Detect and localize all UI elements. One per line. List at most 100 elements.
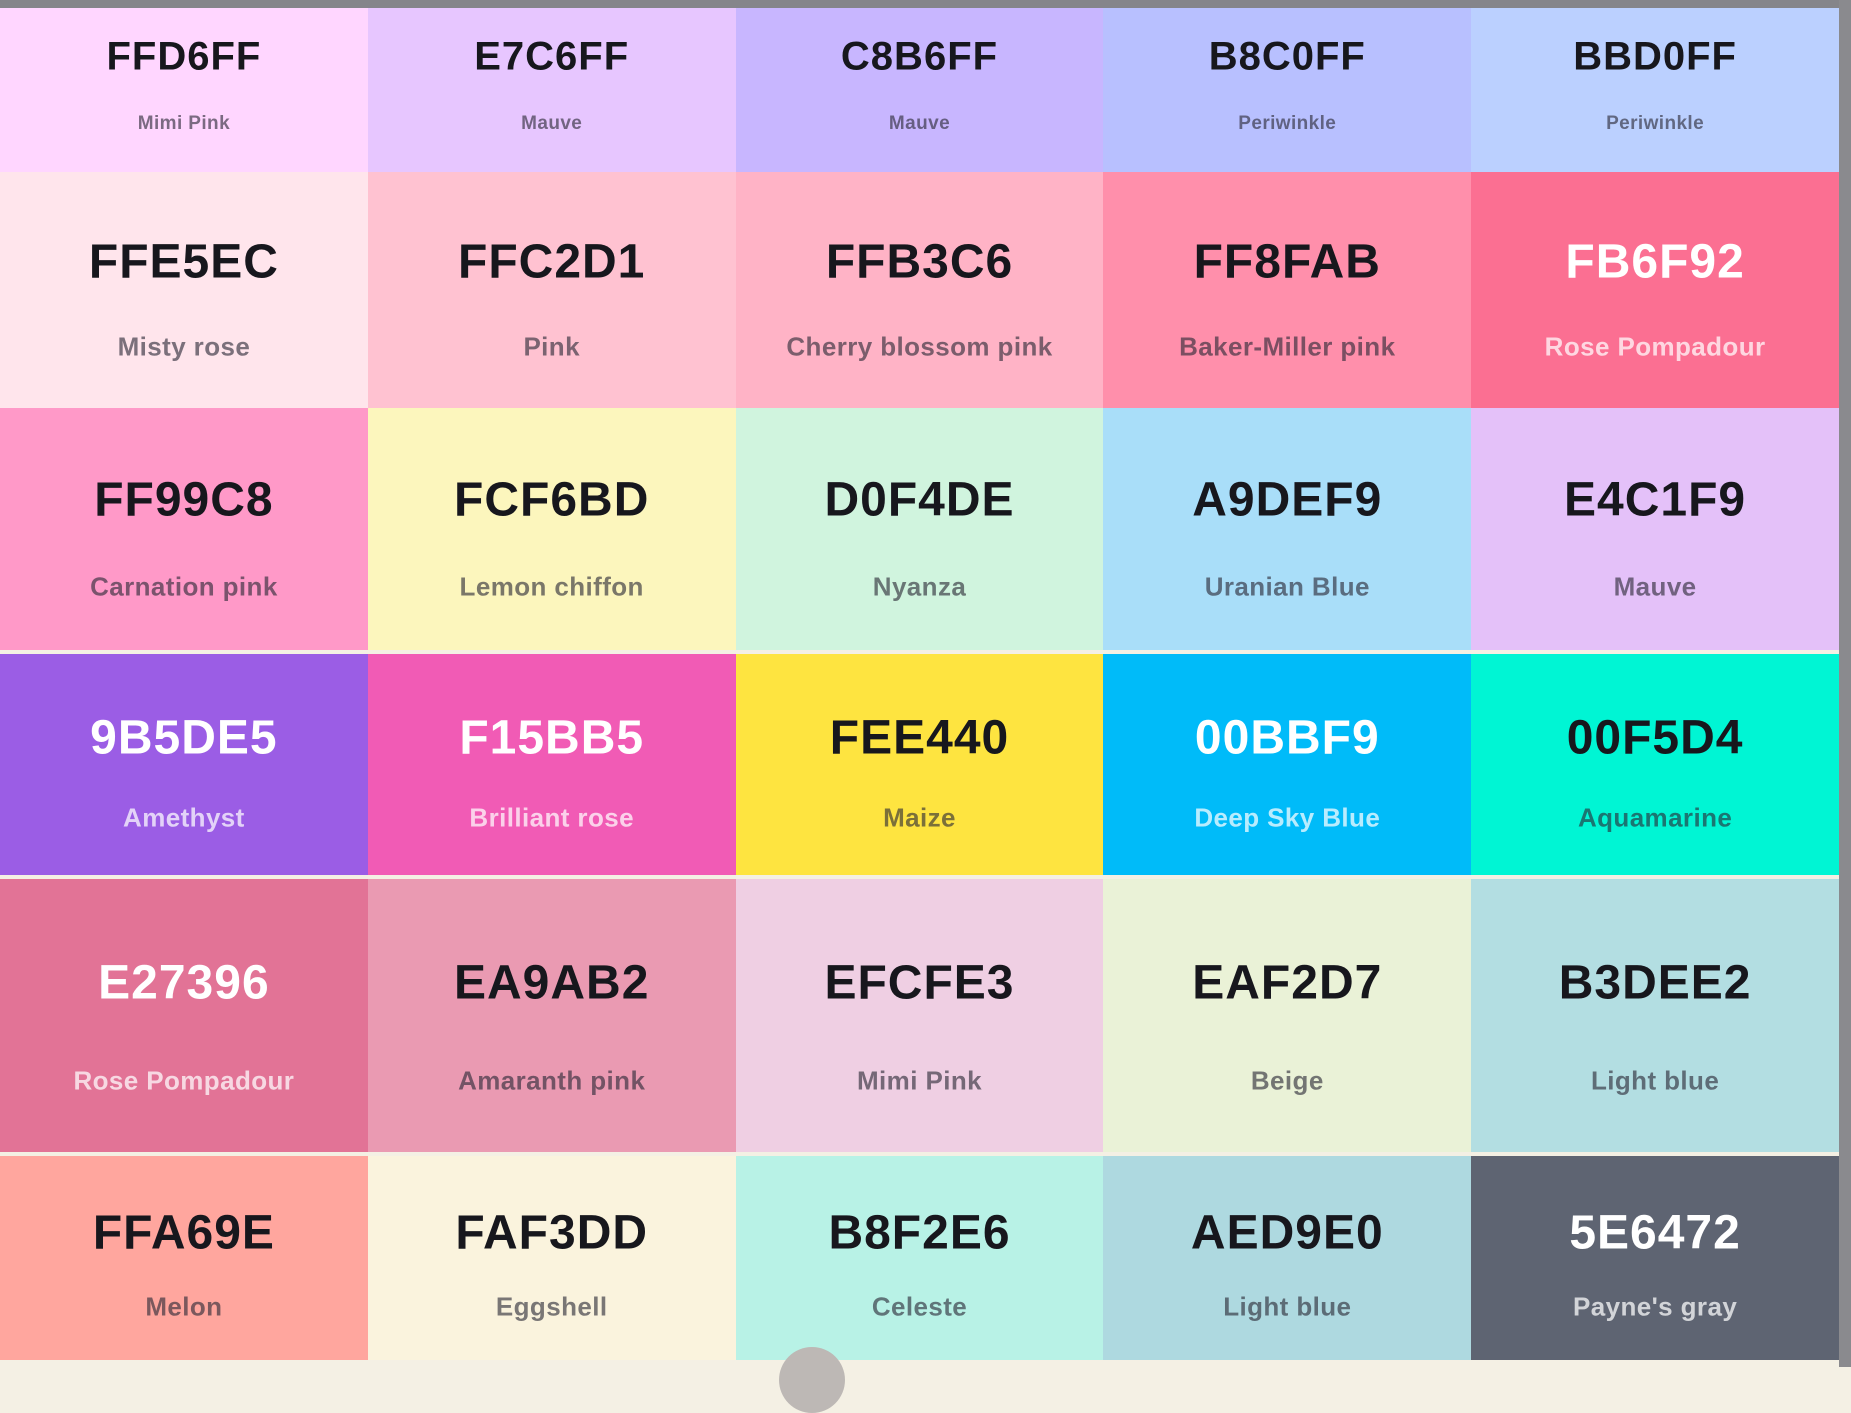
swatch-hex-label: AED9E0 bbox=[1190, 1206, 1384, 1260]
swatch-color-name: Brilliant rose bbox=[469, 802, 634, 833]
swatch-color-name: Periwinkle bbox=[1606, 113, 1705, 135]
color-swatch-00bbf9[interactable]: 00BBF9 Deep Sky Blue bbox=[1103, 654, 1472, 876]
color-swatch-ffb3c6[interactable]: FFB3C6 Cherry blossom pink bbox=[735, 171, 1104, 409]
swatch-hex-label: E27396 bbox=[98, 956, 270, 1010]
color-swatch-aed9e0[interactable]: AED9E0 Light blue bbox=[1103, 1155, 1472, 1360]
swatch-color-name: Cherry blossom pink bbox=[786, 331, 1053, 362]
swatch-hex-label: FFB3C6 bbox=[825, 235, 1014, 289]
color-swatch-ffd6ff[interactable]: FFD6FF Mimi Pink bbox=[0, 8, 368, 172]
swatch-color-name: Beige bbox=[1250, 1065, 1324, 1096]
swatch-color-name: Amethyst bbox=[123, 802, 245, 833]
color-swatch-ff99c8[interactable]: FF99C8 Carnation pink bbox=[0, 408, 368, 651]
swatch-color-name: Lemon chiffon bbox=[459, 571, 644, 602]
color-swatch-e7c6ff[interactable]: E7C6FF Mauve bbox=[367, 8, 736, 172]
color-swatch-ffe5ec[interactable]: FFE5EC Misty rose bbox=[0, 171, 368, 409]
color-swatch-5e6472[interactable]: 5E6472 Payne's gray bbox=[1471, 1155, 1839, 1360]
color-swatch-faf3dd[interactable]: FAF3DD Eggshell bbox=[367, 1155, 736, 1360]
color-swatch-ffa69e[interactable]: FFA69E Melon bbox=[0, 1155, 368, 1360]
color-swatch-f15bb5[interactable]: F15BB5 Brilliant rose bbox=[367, 654, 736, 876]
swatch-color-name: Baker-Miller pink bbox=[1179, 331, 1396, 362]
swatch-color-name: Amaranth pink bbox=[458, 1065, 646, 1096]
swatch-hex-label: B8C0FF bbox=[1208, 34, 1366, 79]
swatch-color-name: Rose Pompadour bbox=[73, 1065, 295, 1096]
swatch-hex-label: A9DEF9 bbox=[1192, 473, 1383, 527]
palette-row-4: 9B5DE5 Amethyst F15BB5 Brilliant rose FE… bbox=[0, 654, 1839, 876]
swatch-hex-label: FF99C8 bbox=[94, 473, 274, 527]
swatch-color-name: Pink bbox=[523, 331, 580, 362]
swatch-hex-label: FFE5EC bbox=[88, 235, 279, 289]
color-swatch-d0f4de[interactable]: D0F4DE Nyanza bbox=[735, 408, 1104, 651]
swatch-color-name: Misty rose bbox=[117, 331, 251, 362]
swatch-hex-label: FEE440 bbox=[829, 711, 1010, 765]
swatch-color-name: Melon bbox=[145, 1291, 223, 1322]
swatch-color-name: Maize bbox=[883, 802, 956, 833]
swatch-color-name: Mimi Pink bbox=[857, 1065, 982, 1096]
swatch-color-name: Celeste bbox=[871, 1291, 968, 1322]
swatch-hex-label: 9B5DE5 bbox=[90, 711, 278, 765]
swatch-hex-label: E7C6FF bbox=[474, 34, 630, 79]
swatch-color-name: Deep Sky Blue bbox=[1194, 802, 1381, 833]
swatch-hex-label: F15BB5 bbox=[459, 711, 645, 765]
color-palette-grid: FFD6FF Mimi Pink E7C6FF Mauve C8B6FF Mau… bbox=[0, 8, 1839, 1360]
color-swatch-9b5de5[interactable]: 9B5DE5 Amethyst bbox=[0, 654, 368, 876]
color-swatch-a9def9[interactable]: A9DEF9 Uranian Blue bbox=[1103, 408, 1472, 651]
color-swatch-eaf2d7[interactable]: EAF2D7 Beige bbox=[1103, 879, 1472, 1152]
swatch-hex-label: BBD0FF bbox=[1573, 34, 1737, 79]
color-swatch-ff8fab[interactable]: FF8FAB Baker-Miller pink bbox=[1103, 171, 1472, 409]
palette-row-3: FF99C8 Carnation pink FCF6BD Lemon chiff… bbox=[0, 408, 1839, 651]
swatch-hex-label: FF8FAB bbox=[1193, 235, 1381, 289]
swatch-color-name: Eggshell bbox=[495, 1291, 608, 1322]
color-swatch-e4c1f9[interactable]: E4C1F9 Mauve bbox=[1471, 408, 1839, 651]
swatch-color-name: Aquamarine bbox=[1577, 802, 1733, 833]
color-swatch-fcf6bd[interactable]: FCF6BD Lemon chiffon bbox=[367, 408, 736, 651]
swatch-color-name: Light blue bbox=[1590, 1065, 1720, 1096]
color-swatch-b8f2e6[interactable]: B8F2E6 Celeste bbox=[735, 1155, 1104, 1360]
swatch-hex-label: FFA69E bbox=[92, 1206, 275, 1260]
swatch-color-name: Carnation pink bbox=[90, 571, 278, 602]
swatch-hex-label: 00F5D4 bbox=[1566, 711, 1744, 765]
color-swatch-fee440[interactable]: FEE440 Maize bbox=[735, 654, 1104, 876]
color-swatch-fb6f92[interactable]: FB6F92 Rose Pompadour bbox=[1471, 171, 1839, 409]
swatch-hex-label: FB6F92 bbox=[1565, 235, 1745, 289]
color-swatch-ffc2d1[interactable]: FFC2D1 Pink bbox=[367, 171, 736, 409]
screen-top-bar bbox=[0, 0, 1851, 8]
palette-row-5: E27396 Rose Pompadour EA9AB2 Amaranth pi… bbox=[0, 879, 1839, 1152]
palette-row-2: FFE5EC Misty rose FFC2D1 Pink FFB3C6 Che… bbox=[0, 171, 1839, 409]
swatch-hex-label: FFD6FF bbox=[106, 34, 262, 79]
color-swatch-efcfe3[interactable]: EFCFE3 Mimi Pink bbox=[735, 879, 1104, 1152]
color-swatch-ea9ab2[interactable]: EA9AB2 Amaranth pink bbox=[367, 879, 736, 1152]
screen-right-bar bbox=[1839, 0, 1851, 1367]
palette-row-6: FFA69E Melon FAF3DD Eggshell B8F2E6 Cele… bbox=[0, 1155, 1839, 1360]
swatch-hex-label: FCF6BD bbox=[454, 473, 650, 527]
swatch-color-name: Light blue bbox=[1223, 1291, 1352, 1322]
swatch-color-name: Mauve bbox=[888, 113, 951, 135]
swatch-color-name: Mauve bbox=[1613, 571, 1697, 602]
color-swatch-00f5d4[interactable]: 00F5D4 Aquamarine bbox=[1471, 654, 1839, 876]
swatch-hex-label: C8B6FF bbox=[840, 34, 999, 79]
swatch-hex-label: B3DEE2 bbox=[1558, 956, 1752, 1010]
swatch-hex-label: B8F2E6 bbox=[828, 1206, 1011, 1260]
color-swatch-e27396[interactable]: E27396 Rose Pompadour bbox=[0, 879, 368, 1152]
swatch-hex-label: FFC2D1 bbox=[458, 235, 646, 289]
swatch-hex-label: 00BBF9 bbox=[1194, 711, 1380, 765]
swatch-hex-label: E4C1F9 bbox=[1564, 473, 1747, 527]
swatch-color-name: Mimi Pink bbox=[137, 113, 231, 135]
swatch-color-name: Uranian Blue bbox=[1204, 571, 1370, 602]
swatch-color-name: Mauve bbox=[521, 113, 583, 135]
swatch-color-name: Periwinkle bbox=[1238, 113, 1337, 135]
swatch-color-name: Payne's gray bbox=[1572, 1291, 1738, 1322]
swatch-hex-label: EA9AB2 bbox=[453, 956, 650, 1010]
color-swatch-bbd0ff[interactable]: BBD0FF Periwinkle bbox=[1471, 8, 1839, 172]
swatch-hex-label: EFCFE3 bbox=[824, 956, 1015, 1010]
swatch-hex-label: FAF3DD bbox=[455, 1206, 649, 1260]
swatch-hex-label: D0F4DE bbox=[824, 473, 1015, 527]
palette-row-1: FFD6FF Mimi Pink E7C6FF Mauve C8B6FF Mau… bbox=[0, 8, 1839, 172]
swatch-hex-label: 5E6472 bbox=[1569, 1206, 1741, 1260]
color-swatch-b3dee2[interactable]: B3DEE2 Light blue bbox=[1471, 879, 1839, 1152]
swatch-color-name: Rose Pompadour bbox=[1544, 331, 1766, 362]
swatch-hex-label: EAF2D7 bbox=[1192, 956, 1383, 1010]
bottom-indicator-circle[interactable] bbox=[779, 1347, 845, 1413]
color-swatch-b8c0ff[interactable]: B8C0FF Periwinkle bbox=[1103, 8, 1472, 172]
swatch-color-name: Nyanza bbox=[872, 571, 967, 602]
color-swatch-c8b6ff[interactable]: C8B6FF Mauve bbox=[735, 8, 1104, 172]
